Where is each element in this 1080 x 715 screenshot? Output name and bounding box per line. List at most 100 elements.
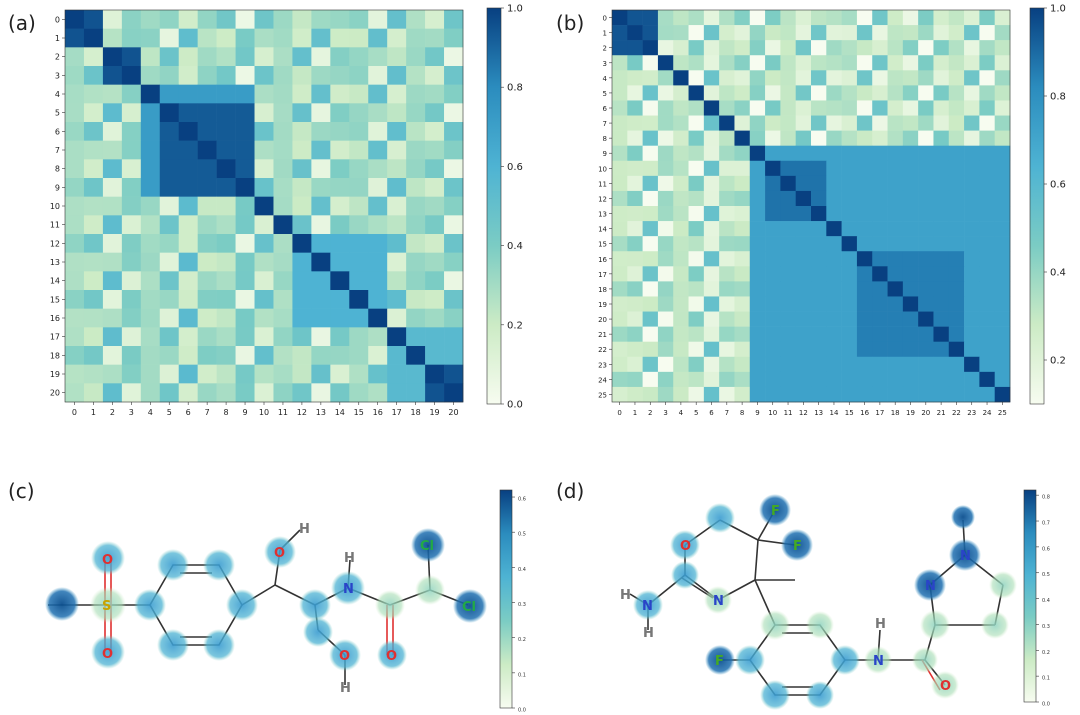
x-tick-label: 13 [316, 408, 326, 417]
heatmap-cell [734, 281, 751, 297]
heatmap-cell [83, 140, 104, 160]
heatmap-cell [948, 100, 965, 116]
heatmap-cell [273, 66, 293, 85]
heatmap-cell [688, 251, 705, 267]
heatmap-cell [780, 25, 796, 41]
heatmap-cell [330, 215, 350, 235]
heatmap-cell [749, 326, 766, 342]
heatmap-cell [216, 10, 236, 29]
heatmap-cell [140, 364, 161, 384]
heatmap-cell [254, 159, 274, 179]
heatmap-cell [673, 311, 689, 327]
heatmap-cell [197, 103, 217, 123]
heatmap-cell [657, 25, 674, 41]
heatmap-cell [780, 356, 796, 373]
heatmap-cell [979, 251, 995, 267]
heatmap-cell [964, 266, 980, 282]
heatmap-cell [765, 115, 781, 131]
heatmap-cell [719, 251, 735, 267]
heatmap-cell [703, 145, 720, 162]
heatmap-cell [178, 66, 198, 85]
heatmap-cell [856, 25, 873, 41]
heatmap-cell [918, 341, 934, 358]
heatmap-cell [627, 115, 643, 131]
heatmap-cell [216, 196, 236, 216]
heatmap-cell [292, 271, 312, 291]
heatmap-cell [948, 130, 965, 146]
heatmap-cell [216, 84, 236, 104]
heatmap-cell [273, 215, 293, 235]
heatmap-cell [311, 308, 331, 328]
heatmap-cell [387, 327, 407, 347]
heatmap-cell [83, 178, 104, 197]
heatmap-cell [933, 281, 950, 297]
heatmap-cell [178, 364, 198, 384]
y-tick-label: 11 [598, 180, 607, 188]
heatmap-cell [856, 371, 873, 388]
heatmap-cell [387, 308, 407, 328]
heatmap-cell [994, 206, 1011, 222]
heatmap-cell [642, 40, 659, 56]
heatmap-cell [627, 326, 643, 342]
heatmap-cell [197, 383, 217, 403]
heatmap-cell [719, 266, 735, 282]
heatmap-cell [197, 178, 217, 197]
heatmap-cell [368, 252, 388, 272]
heatmap-cell [83, 252, 104, 272]
heatmap-cell [102, 346, 123, 365]
heatmap-cell [65, 383, 85, 403]
heatmap-cell [795, 10, 812, 26]
heatmap-cell [273, 140, 293, 160]
heatmap-cell [902, 40, 919, 56]
heatmap-cell [349, 346, 369, 365]
heatmap-cell [811, 85, 827, 101]
heatmap-cell [121, 383, 142, 403]
heatmap-cell [273, 346, 293, 365]
colorbar-c: 0.0 0.1 0.2 0.3 0.4 0.5 0.6 [499, 489, 526, 714]
heatmap-cell [235, 234, 255, 253]
heatmap-cell [425, 234, 445, 253]
panel-label-c: (c) [8, 479, 35, 503]
heatmap-cell [688, 55, 705, 71]
heatmap-cell [140, 346, 161, 365]
heatmap-cell [872, 10, 888, 26]
heatmap-cell [612, 371, 628, 388]
heatmap-cell [719, 25, 735, 41]
heatmap-cell [948, 145, 965, 162]
heatmap-cell [918, 190, 934, 207]
heatmap-cell [841, 130, 858, 146]
heatmap-cell [887, 40, 904, 56]
heatmap-cell [933, 296, 950, 312]
heatmap-cell [642, 115, 659, 131]
heatmap-cell [719, 356, 735, 373]
x-tick-label: 1 [91, 408, 96, 417]
heatmap-cell [841, 145, 858, 162]
y-tick-label: 7 [55, 146, 60, 155]
heatmap-cell [703, 175, 720, 192]
heatmap-cell [627, 85, 643, 101]
heatmap-cell [642, 356, 659, 373]
heatmap-cell [368, 196, 388, 216]
y-tick-label: 5 [603, 90, 607, 98]
y-tick-label: 2 [603, 45, 607, 53]
heatmap-cell [826, 145, 842, 162]
heatmap-cell [749, 236, 766, 252]
heatmap-cell [368, 383, 388, 403]
heatmap-cell [703, 206, 720, 222]
heatmap-cell [765, 70, 781, 86]
heatmap-cell [872, 206, 888, 222]
heatmap-cell [979, 190, 995, 207]
heatmap-cell [673, 221, 689, 237]
heatmap-cell [780, 40, 796, 56]
heatmap-cell [65, 47, 85, 67]
heatmap-cell [887, 281, 904, 297]
heatmap-cell [703, 371, 720, 388]
heatmap-cell [642, 251, 659, 267]
heatmap-cell [140, 252, 161, 272]
atom-c-h2: H [344, 551, 355, 566]
heatmap-cell [933, 55, 950, 71]
heatmap-cell [979, 145, 995, 162]
heatmap-cell [734, 296, 751, 312]
heatmap-cell [612, 115, 628, 131]
heatmap-cell [887, 341, 904, 358]
